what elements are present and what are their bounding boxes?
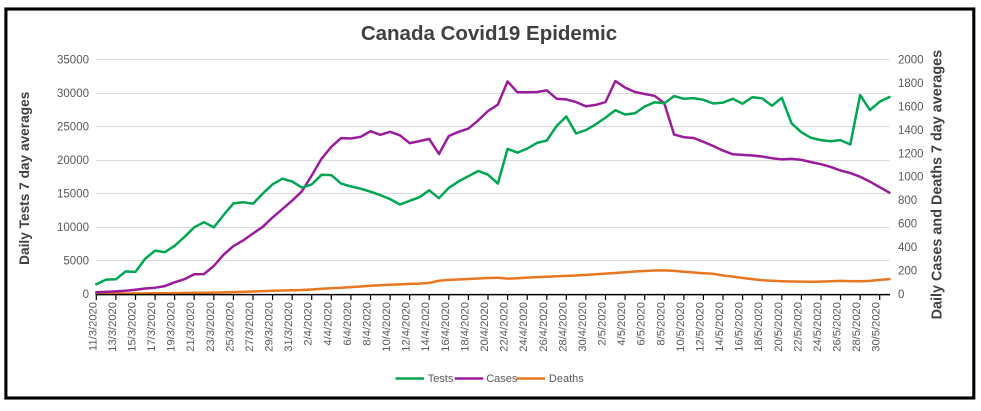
svg-text:22/5/2020: 22/5/2020	[792, 302, 804, 352]
svg-text:20/5/2020: 20/5/2020	[773, 302, 785, 352]
svg-text:30/5/2020: 30/5/2020	[871, 302, 883, 352]
svg-text:14/4/2020: 14/4/2020	[420, 302, 432, 352]
svg-text:10000: 10000	[57, 222, 89, 234]
svg-text:6/5/2020: 6/5/2020	[636, 302, 648, 346]
svg-text:400: 400	[898, 242, 917, 254]
svg-text:17/3/2020: 17/3/2020	[146, 302, 158, 352]
svg-text:18/5/2020: 18/5/2020	[753, 302, 765, 352]
svg-text:Tests: Tests	[428, 373, 454, 385]
svg-text:8/4/2020: 8/4/2020	[362, 302, 374, 346]
svg-text:16/5/2020: 16/5/2020	[734, 302, 746, 352]
svg-text:Deaths: Deaths	[549, 373, 584, 385]
svg-text:26/5/2020: 26/5/2020	[832, 302, 844, 352]
svg-text:29/3/2020: 29/3/2020	[264, 302, 276, 352]
svg-text:2/5/2020: 2/5/2020	[597, 302, 609, 346]
svg-text:Daily Tests 7 day averages: Daily Tests 7 day averages	[17, 91, 32, 265]
svg-text:20000: 20000	[57, 155, 89, 167]
svg-text:35000: 35000	[57, 54, 89, 66]
svg-text:Cases: Cases	[486, 373, 518, 385]
svg-text:22/4/2020: 22/4/2020	[499, 302, 511, 352]
svg-text:200: 200	[898, 266, 917, 278]
svg-text:1600: 1600	[898, 101, 924, 113]
svg-text:23/3/2020: 23/3/2020	[205, 302, 217, 352]
svg-text:600: 600	[898, 219, 917, 231]
svg-text:0: 0	[898, 289, 904, 301]
svg-text:800: 800	[898, 195, 917, 207]
svg-text:26/4/2020: 26/4/2020	[538, 302, 550, 352]
svg-text:13/3/2020: 13/3/2020	[107, 302, 119, 352]
svg-text:30/4/2020: 30/4/2020	[577, 302, 589, 352]
svg-text:8/5/2020: 8/5/2020	[655, 302, 667, 346]
svg-text:19/3/2020: 19/3/2020	[166, 302, 178, 352]
svg-text:6/4/2020: 6/4/2020	[342, 302, 354, 346]
svg-text:24/4/2020: 24/4/2020	[518, 302, 530, 352]
svg-text:11/3/2020: 11/3/2020	[87, 302, 99, 351]
svg-text:Canada Covid19 Epidemic: Canada Covid19 Epidemic	[361, 22, 617, 45]
svg-text:4/4/2020: 4/4/2020	[322, 302, 334, 346]
svg-text:15/3/2020: 15/3/2020	[127, 302, 139, 352]
svg-text:24/5/2020: 24/5/2020	[812, 302, 824, 352]
svg-text:21/3/2020: 21/3/2020	[185, 302, 197, 352]
svg-text:12/4/2020: 12/4/2020	[401, 302, 413, 352]
svg-text:0: 0	[83, 289, 89, 301]
svg-text:27/3/2020: 27/3/2020	[244, 302, 256, 352]
svg-text:16/4/2020: 16/4/2020	[440, 302, 452, 352]
svg-text:1000: 1000	[898, 172, 924, 184]
svg-text:20/4/2020: 20/4/2020	[479, 302, 491, 352]
svg-text:28/5/2020: 28/5/2020	[851, 302, 863, 352]
svg-text:10/5/2020: 10/5/2020	[675, 302, 687, 352]
svg-text:14/5/2020: 14/5/2020	[714, 302, 726, 352]
svg-text:28/4/2020: 28/4/2020	[557, 302, 569, 352]
svg-text:25/3/2020: 25/3/2020	[224, 302, 236, 352]
svg-text:1400: 1400	[898, 125, 924, 137]
svg-text:2000: 2000	[898, 54, 924, 66]
svg-text:10/4/2020: 10/4/2020	[381, 302, 393, 352]
svg-text:15000: 15000	[57, 189, 89, 201]
svg-text:Daily Cases and Deaths 7 day a: Daily Cases and Deaths 7 day averages	[930, 50, 946, 320]
svg-text:4/5/2020: 4/5/2020	[616, 302, 628, 346]
svg-text:30000: 30000	[57, 88, 89, 100]
svg-text:1800: 1800	[898, 78, 924, 90]
svg-text:2/4/2020: 2/4/2020	[303, 302, 315, 346]
svg-text:1200: 1200	[898, 148, 924, 160]
svg-text:31/3/2020: 31/3/2020	[283, 302, 295, 352]
svg-text:18/4/2020: 18/4/2020	[459, 302, 471, 352]
svg-text:25000: 25000	[57, 122, 89, 134]
svg-text:5000: 5000	[63, 256, 89, 268]
svg-text:12/5/2020: 12/5/2020	[694, 302, 706, 352]
